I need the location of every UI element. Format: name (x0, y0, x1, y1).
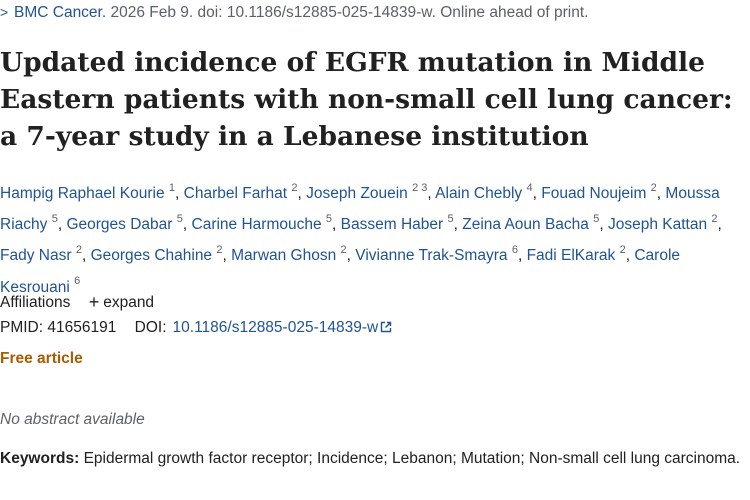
free-article-badge: Free article (0, 350, 83, 367)
affiliation-number[interactable]: 2 (216, 244, 223, 257)
author-separator: , (175, 185, 184, 203)
pmid: PMID: 41656191 (0, 319, 117, 336)
affiliations-row: Affiliations + expand (0, 292, 154, 313)
identifiers-row: PMID: 41656191 DOI: 10.1186/s12885-025-14… (0, 319, 392, 337)
author-separator: , (625, 247, 635, 265)
affiliation-number[interactable]: 2 (75, 244, 82, 257)
author-name[interactable]: Fouad Noujeim (541, 185, 647, 203)
author-link[interactable]: Vivianne Trak-Smayra 6 (355, 244, 518, 265)
chevron-right-icon[interactable]: > (0, 4, 9, 20)
keywords: Keywords: Epidermal growth factor recept… (0, 447, 745, 471)
affiliation-number[interactable]: 2 (340, 244, 347, 257)
affiliation-number[interactable]: 5 (176, 213, 183, 226)
author-separator: , (427, 185, 436, 203)
external-link-icon[interactable] (380, 321, 392, 333)
author-name[interactable]: Bassem Haber (340, 216, 444, 234)
affiliation-number[interactable]: 1 (168, 182, 176, 194)
author-link[interactable]: Joseph Zouein 2 3 (306, 182, 428, 203)
affiliation-number[interactable]: 2 3 (412, 182, 428, 194)
affiliation-number[interactable]: 6 (74, 275, 81, 288)
author-link[interactable]: Carole Kesrouani 6 (0, 247, 680, 295)
author-separator: , (717, 216, 722, 234)
author-separator: , (332, 216, 341, 234)
citation-details: 2026 Feb 9. doi: 10.1186/s12885-025-1483… (110, 4, 589, 21)
author-name[interactable]: Charbel Farhat (183, 185, 288, 203)
author-link[interactable]: Fady Nasr 2 (0, 244, 82, 265)
doi-link[interactable]: 10.1186/s12885-025-14839-w (172, 319, 379, 336)
author-separator: , (453, 216, 463, 234)
keywords-label: Keywords: (0, 450, 80, 467)
journal-link[interactable]: BMC Cancer. (14, 4, 107, 21)
affiliation-number[interactable]: 5 (51, 213, 58, 226)
author-name[interactable]: Joseph Zouein (306, 185, 408, 203)
affiliation-number[interactable]: 5 (447, 213, 454, 226)
author-name[interactable]: Fadi ElKarak (526, 247, 616, 265)
author-link[interactable]: Bassem Haber 5 (340, 213, 454, 234)
author-link[interactable]: Marwan Ghosn 2 (231, 244, 347, 265)
no-abstract-note: No abstract available (0, 411, 145, 428)
affiliation-number[interactable]: 5 (593, 213, 600, 226)
author-name[interactable]: Carine Harmouche (191, 216, 322, 234)
author-name[interactable]: Fady Nasr (0, 247, 72, 265)
authors-list: Hampig Raphael Kourie 1, Charbel Farhat … (0, 176, 740, 301)
author-name[interactable]: Georges Dabar (66, 216, 173, 234)
author-separator: , (517, 247, 527, 265)
author-link[interactable]: Georges Chahine 2 (90, 244, 223, 265)
author-name[interactable]: Moussa Riachy (0, 185, 720, 234)
author-name[interactable]: Joseph Kattan (607, 216, 708, 234)
doi-label: DOI: (134, 319, 167, 336)
author-link[interactable]: Joseph Kattan 2 (607, 213, 718, 234)
affiliation-number[interactable]: 2 (711, 213, 718, 226)
author-separator: , (346, 247, 356, 265)
article-title: Updated incidence of EGFR mutation in Mi… (0, 47, 733, 152)
author-separator: , (222, 247, 232, 265)
author-link[interactable]: Charbel Farhat 2 (183, 182, 298, 203)
author-link[interactable]: Fouad Noujeim 2 (541, 182, 657, 203)
author-link[interactable]: Fadi ElKarak 2 (526, 244, 626, 265)
author-link[interactable]: Georges Dabar 5 (66, 213, 183, 234)
author-separator: , (81, 247, 91, 265)
author-name[interactable]: Vivianne Trak-Smayra (355, 247, 508, 265)
author-link[interactable]: Zeina Aoun Bacha 5 (462, 213, 600, 234)
citation-line: > BMC Cancer. 2026 Feb 9. doi: 10.1186/s1… (0, 4, 588, 22)
author-separator: , (57, 216, 67, 234)
author-name[interactable]: Georges Chahine (90, 247, 213, 265)
affiliation-number[interactable]: 2 (650, 182, 657, 194)
author-separator: , (656, 185, 666, 203)
plus-icon[interactable]: + (88, 292, 100, 312)
author-name[interactable]: Carole Kesrouani (0, 247, 681, 296)
affiliation-number[interactable]: 2 (291, 182, 298, 194)
author-link[interactable]: Carine Harmouche 5 (191, 213, 333, 234)
affiliation-number[interactable]: 4 (526, 182, 533, 194)
author-link[interactable]: Alain Chebly 4 (435, 182, 533, 203)
author-name[interactable]: Zeina Aoun Bacha (462, 216, 589, 234)
keywords-text: Epidermal growth factor receptor; Incide… (83, 450, 741, 467)
affiliations-label: Affiliations (0, 294, 71, 311)
author-name[interactable]: Marwan Ghosn (231, 247, 337, 265)
affiliation-number[interactable]: 2 (619, 244, 626, 257)
affiliation-number[interactable]: 6 (511, 244, 518, 257)
author-separator: , (599, 216, 608, 234)
affiliation-number[interactable]: 5 (325, 213, 333, 226)
author-separator: , (182, 216, 192, 234)
author-link[interactable]: Hampig Raphael Kourie 1 (0, 182, 176, 203)
author-link[interactable]: Moussa Riachy 5 (0, 185, 720, 233)
affiliations-expand-button[interactable]: expand (103, 294, 155, 311)
author-name[interactable]: Hampig Raphael Kourie (0, 185, 165, 203)
author-name[interactable]: Alain Chebly (435, 185, 523, 203)
author-separator: , (532, 185, 542, 203)
author-separator: , (297, 185, 307, 203)
